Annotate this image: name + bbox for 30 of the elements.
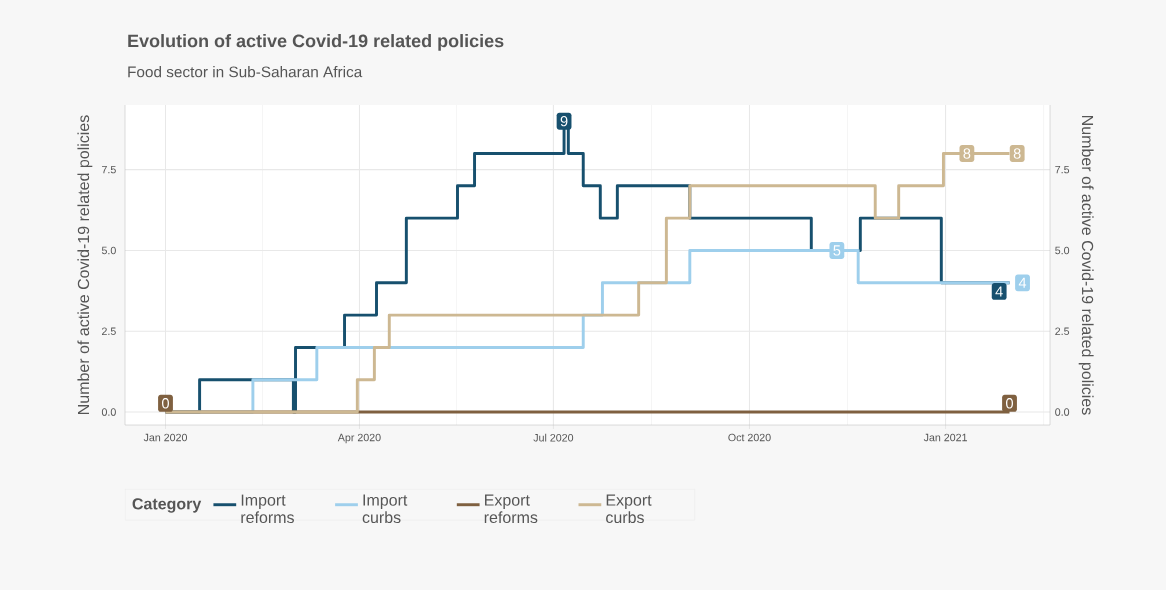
x-tick-label: Apr 2020 [337,433,381,444]
chart-subtitle: Food sector in Sub-Saharan Africa [128,66,363,78]
y-tick-label: 2.5 [102,327,116,336]
y2-tick-label: 2.5 [1055,327,1070,336]
y2-axis-title: Number of active Covid-19 related policies [1078,116,1094,415]
y2-tick-label: 5.0 [1055,246,1070,255]
y-axis-title: Number of active Covid-19 related policies [77,115,93,414]
data-label: 0 [161,398,169,409]
legend-label: Export reforms [484,494,538,524]
y-tick-label: 5.0 [101,246,116,255]
data-label: 8 [1013,148,1021,159]
legend-title: Category [132,498,202,513]
data-label: 4 [1018,277,1027,288]
data-label: 4 [995,286,1003,297]
y-tick-label: 7.5 [102,165,116,174]
data-label: 9 [560,115,568,127]
chart-title: Evolution of active Covid-19 related policies [128,34,504,51]
legend-label: Export curbs [606,494,652,524]
x-tick-label: Jul 2020 [533,433,574,442]
y2-tick-label: 7.5 [1055,165,1070,174]
data-label: 0 [1006,398,1013,409]
legend-label: Import reforms [241,494,294,524]
y2-tick-label: 0.0 [1055,408,1070,416]
data-label: 8 [963,148,971,159]
data-label: 5 [833,245,841,256]
y-tick-label: 0.0 [101,408,116,416]
x-tick-label: Jan 2021 [923,433,967,442]
legend-label: Import curbs [362,494,408,524]
x-tick-label: Oct 2020 [728,433,771,442]
x-tick-label: Jan 2020 [143,433,188,442]
